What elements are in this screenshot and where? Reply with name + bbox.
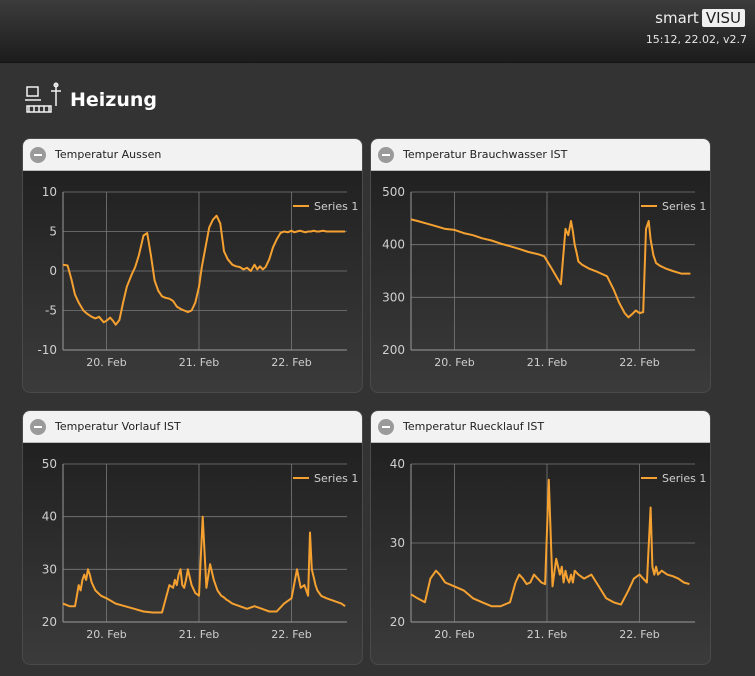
collapse-icon[interactable] — [378, 146, 394, 163]
y-tick-label: 20 — [42, 615, 57, 629]
series-line — [410, 478, 690, 608]
panel-header[interactable]: Temperatur Aussen — [23, 139, 362, 171]
panel-temperatur-aussen: Temperatur Aussen 10 5 0 -5 -10 20. Feb 21. Fe… — [22, 138, 363, 393]
y-tick-label: 5 — [49, 225, 57, 239]
chart-temperatur-aussen: 10 5 0 -5 -10 20. Feb 21. Feb 22. Feb Series 1 — [37, 185, 358, 369]
x-tick-label: 22. Feb — [271, 628, 311, 641]
panel-header[interactable]: Temperatur Vorlauf IST — [23, 411, 362, 443]
status-info: 15:12, 22.02, v2.7 — [645, 33, 747, 46]
x-tick-label: 20. Feb — [86, 628, 126, 641]
legend-label: Series 1 — [662, 472, 706, 485]
series-line — [410, 218, 691, 319]
top-bar: smart VISU 15:12, 22.02, v2.7 — [0, 0, 755, 63]
x-tick-label: 21. Feb — [527, 356, 567, 369]
panel-title: Temperatur Brauchwasser IST — [403, 148, 568, 161]
panel-title: Temperatur Vorlauf IST — [55, 420, 181, 433]
panel-title: Temperatur Aussen — [55, 148, 162, 161]
y-tick-label: 20 — [390, 615, 405, 629]
collapse-icon[interactable] — [30, 418, 46, 435]
x-tick-label: 21. Feb — [179, 356, 219, 369]
page-title: Heizung — [70, 89, 158, 111]
brand-visu: VISU — [701, 9, 745, 27]
y-tick-label: 300 — [382, 290, 405, 304]
chart-temperatur-ruecklauf: 40 30 20 20. Feb 21. Feb 22. Feb Series 1 — [390, 457, 707, 641]
x-tick-label: 20. Feb — [434, 356, 474, 369]
legend-label: Series 1 — [662, 200, 706, 213]
panel-header[interactable]: Temperatur Ruecklauf IST — [371, 411, 710, 443]
legend-label: Series 1 — [314, 472, 358, 485]
y-tick-label: 40 — [390, 457, 405, 471]
page-heading: Heizung — [24, 82, 157, 118]
panel-title: Temperatur Ruecklauf IST — [403, 420, 545, 433]
chart-temperatur-brauchwasser: 500 400 300 200 20. Feb 21. Feb 22. Feb Series … — [382, 185, 706, 369]
y-tick-label: 500 — [382, 185, 405, 199]
x-tick-label: 22. Feb — [619, 628, 659, 641]
y-tick-label: 50 — [42, 457, 57, 471]
panel-temperatur-brauchwasser: Temperatur Brauchwasser IST 500 400 300 200… — [370, 138, 711, 393]
brand-smart: smart — [655, 9, 699, 27]
y-tick-label: 0 — [49, 264, 57, 278]
y-tick-label: 40 — [42, 510, 57, 524]
heating-icon — [25, 82, 61, 113]
legend-label: Series 1 — [314, 200, 358, 213]
series-line — [62, 214, 346, 326]
panel-temperatur-ruecklauf: Temperatur Ruecklauf IST 40 30 20 20. Feb 21… — [370, 410, 711, 665]
series-line — [62, 515, 346, 614]
y-tick-label: 10 — [42, 185, 57, 199]
y-tick-label: -10 — [37, 343, 57, 357]
x-tick-label: 21. Feb — [527, 628, 567, 641]
panel-header[interactable]: Temperatur Brauchwasser IST — [371, 139, 710, 171]
chart-temperatur-vorlauf: 50 40 30 20 20. Feb 21. Feb 22. Feb Series 1 — [42, 457, 359, 641]
x-tick-label: 22. Feb — [271, 356, 311, 369]
y-tick-label: 30 — [42, 562, 57, 576]
y-tick-label: 30 — [390, 536, 405, 550]
y-tick-label: 400 — [382, 238, 405, 252]
x-tick-label: 20. Feb — [86, 356, 126, 369]
collapse-icon[interactable] — [378, 418, 394, 435]
x-tick-label: 21. Feb — [179, 628, 219, 641]
y-tick-label: 200 — [382, 343, 405, 357]
y-tick-label: -5 — [45, 304, 57, 318]
collapse-icon[interactable] — [30, 146, 46, 163]
brand-logo: smart VISU — [655, 9, 745, 27]
panel-temperatur-vorlauf: Temperatur Vorlauf IST 50 40 30 20 20. Feb 21… — [22, 410, 363, 665]
x-tick-label: 20. Feb — [434, 628, 474, 641]
x-tick-label: 22. Feb — [619, 356, 659, 369]
